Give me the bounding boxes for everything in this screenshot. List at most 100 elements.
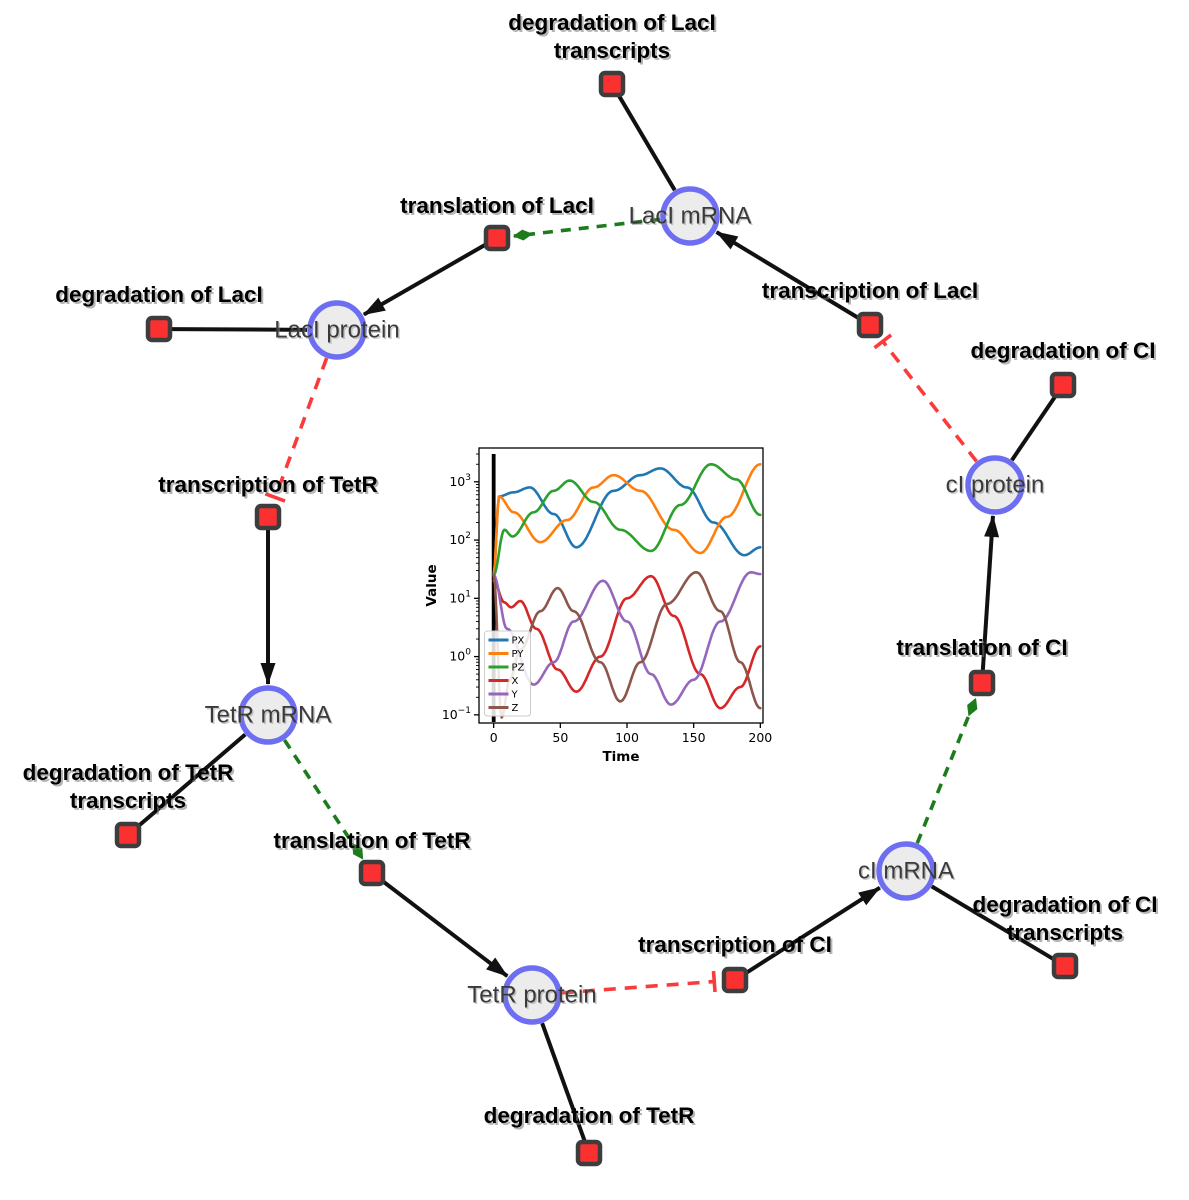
edge-inhibition-tetr-protein-transcription-ci xyxy=(561,970,717,995)
inset-chart: 0 50 100 150 20010−1100101102103TimeValuePXP… xyxy=(424,428,777,770)
edge-consumption-ci-protein-deg-ci xyxy=(1010,394,1058,462)
species-label-tetr-protein: TetR protein xyxy=(467,982,596,1009)
reaction-node-deg-laci xyxy=(145,315,173,343)
reaction-node-deg-ci xyxy=(1049,371,1077,399)
reaction-label-shadow-translation-ci-0: translation of CI xyxy=(898,637,1069,662)
legend-label-Y: Y xyxy=(511,690,519,701)
species-label-ci-protein: cI protein xyxy=(946,472,1045,499)
reaction-label-transcription-laci-0: transcription of LacI xyxy=(762,278,978,303)
reaction-label-shadow-deg-ci-mrna-0: degradation of CI xyxy=(975,894,1160,919)
reaction-label-deg-laci-mrna-1: transcripts xyxy=(554,38,670,63)
legend-label-PZ: PZ xyxy=(512,663,525,674)
edge-production-translation-ci-ci-protein xyxy=(980,514,1000,671)
reaction-node-deg-tetr-mrna xyxy=(114,821,142,849)
reaction-label-shadow-deg-tetr-mrna-0: degradation of TetR xyxy=(25,762,236,787)
reaction-label-transcription-ci-0: transcription of CI xyxy=(638,932,832,957)
species-label-shadow-laci-protein: LacI protein xyxy=(276,318,401,345)
x-tick-label: 50 xyxy=(552,730,568,745)
chart-legend: PX PY PZ XYZ xyxy=(484,630,531,717)
reaction-label-shadow-translation-tetr-0: translation of TetR xyxy=(275,830,472,855)
reaction-label-deg-tetr-0: degradation of TetR xyxy=(484,1103,695,1128)
species-node-laci-protein xyxy=(307,300,367,360)
species-label-shadow-ci-protein: cI protein xyxy=(947,473,1046,500)
reaction-node-transcription-laci xyxy=(856,311,884,339)
edge-production-transcription-ci-ci-mrna xyxy=(744,885,881,975)
edge-consumption-ci-mrna-deg-ci-mrna xyxy=(930,884,1055,962)
nodes-layer xyxy=(114,70,1079,1167)
reaction-label-deg-tetr-mrna-1: transcripts xyxy=(70,788,186,813)
reaction-node-translation-ci xyxy=(968,669,996,697)
edge-inhibition-laci-protein-transcription-tetr xyxy=(264,357,329,503)
reaction-label-translation-laci-0: translation of LacI xyxy=(400,193,594,218)
edge-consumption-tetr-protein-deg-tetr xyxy=(540,1022,587,1142)
edge-consumption-laci-mrna-deg-laci-mrna xyxy=(616,94,677,192)
species-node-ci-mrna xyxy=(876,841,936,901)
chart-line-Z xyxy=(492,571,762,719)
legend-label-PY: PY xyxy=(512,649,525,660)
edge-modifier-ci-mrna-translation-ci xyxy=(915,697,978,844)
species-label-laci-protein: LacI protein xyxy=(274,317,399,344)
species-label-shadow-ci-mrna: cI mRNA xyxy=(860,859,956,886)
species-node-tetr-protein xyxy=(502,965,562,1025)
species-label-ci-mrna: cI mRNA xyxy=(858,858,954,885)
reaction-label-shadow-deg-tetr-0: degradation of TetR xyxy=(486,1105,697,1130)
legend-label-PX: PX xyxy=(512,636,525,647)
reaction-label-shadow-transcription-ci-0: transcription of CI xyxy=(640,934,834,959)
species-label-laci-mrna: LacI mRNA xyxy=(629,203,752,230)
reaction-node-translation-tetr xyxy=(358,859,386,887)
species-label-shadow-tetr-mrna: TetR mRNA xyxy=(206,703,333,730)
chart-axes-box xyxy=(478,447,764,724)
reaction-label-translation-tetr-0: translation of TetR xyxy=(273,828,470,853)
edge-consumption-tetr-mrna-deg-tetr-mrna xyxy=(136,733,247,829)
reaction-label-shadow-deg-ci-0: degradation of CI xyxy=(973,340,1158,365)
edge-modifier-laci-mrna-translation-laci xyxy=(512,217,661,241)
edges-layer xyxy=(136,94,1058,1142)
species-node-laci-mrna xyxy=(660,186,720,246)
chart-line-PY xyxy=(492,463,762,577)
y-axis-label: Value xyxy=(424,564,440,606)
reaction-label-deg-tetr-mrna-0: degradation of TetR xyxy=(23,760,234,785)
species-node-tetr-mrna xyxy=(238,685,298,745)
reaction-label-shadow-translation-laci-0: translation of LacI xyxy=(402,195,596,220)
species-label-tetr-mrna: TetR mRNA xyxy=(205,702,332,729)
edge-modifier-tetr-mrna-translation-tetr xyxy=(282,739,365,860)
reaction-label-shadow-deg-laci-0: degradation of LacI xyxy=(57,284,265,309)
species-node-ci-protein xyxy=(965,455,1025,515)
reaction-label-shadow-transcription-tetr-0: transcription of TetR xyxy=(160,474,380,499)
reaction-node-deg-tetr xyxy=(575,1139,603,1167)
reaction-label-transcription-tetr-0: transcription of TetR xyxy=(158,472,378,497)
reaction-node-deg-ci-mrna xyxy=(1051,952,1079,980)
chart-line-PZ xyxy=(492,463,762,577)
reaction-node-transcription-ci xyxy=(721,966,749,994)
reaction-label-translation-ci-0: translation of CI xyxy=(896,635,1067,660)
reaction-label-shadow-deg-laci-mrna-0: degradation of LacI xyxy=(510,12,718,37)
species-label-shadow-tetr-protein: TetR protein xyxy=(469,983,598,1010)
reaction-label-deg-laci-0: degradation of LacI xyxy=(55,282,263,307)
reaction-node-transcription-tetr xyxy=(254,503,282,531)
species-label-shadow-laci-mrna: LacI mRNA xyxy=(630,204,753,231)
reaction-label-deg-ci-mrna-0: degradation of CI xyxy=(973,892,1158,917)
edge-production-transcription-laci-laci-mrna xyxy=(715,230,860,320)
reaction-label-shadow-deg-tetr-mrna-1: transcripts xyxy=(72,790,188,815)
x-axis-label: Time xyxy=(602,749,639,765)
edge-production-translation-tetr-tetr-protein xyxy=(381,879,509,978)
x-tick-label: 0 xyxy=(490,730,498,745)
chart-line-X xyxy=(492,574,762,710)
reaction-label-deg-ci-0: degradation of CI xyxy=(971,338,1156,363)
reaction-label-deg-ci-mrna-1: transcripts xyxy=(1007,920,1123,945)
chart-line-Y xyxy=(492,571,762,706)
chart-series-layer xyxy=(492,463,762,719)
x-tick-label: 100 xyxy=(615,730,639,745)
x-tick-label: 200 xyxy=(748,730,772,745)
reaction-node-deg-laci-mrna xyxy=(598,70,626,98)
reaction-label-shadow-deg-ci-mrna-1: transcripts xyxy=(1009,922,1125,947)
chart-background xyxy=(425,428,777,770)
reaction-label-shadow-transcription-laci-0: transcription of LacI xyxy=(764,280,980,305)
reaction-label-shadow-deg-laci-mrna-1: transcripts xyxy=(556,40,672,65)
edge-production-translation-laci-laci-protein xyxy=(362,242,487,317)
reaction-label-deg-laci-mrna-0: degradation of LacI xyxy=(508,10,716,35)
legend-label-X: X xyxy=(512,676,519,687)
